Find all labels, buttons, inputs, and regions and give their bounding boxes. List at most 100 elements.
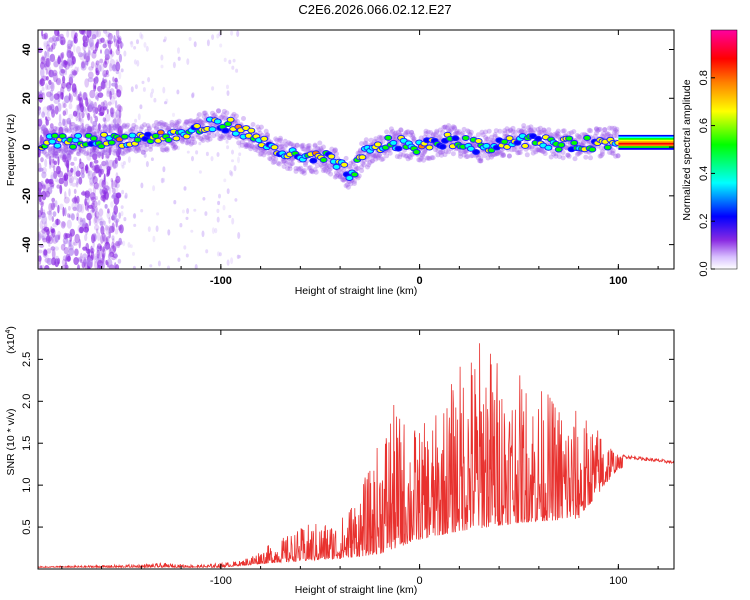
y-tick-label: -40 [21, 237, 33, 253]
noise-speck [102, 70, 108, 78]
ridge-halo [495, 151, 500, 157]
noise-speck [230, 257, 234, 265]
noise-speck [82, 217, 86, 228]
ridge-halo [419, 152, 425, 158]
ridge-halo [541, 148, 547, 154]
ridge-halo [325, 169, 331, 175]
ridge-halo [142, 143, 147, 148]
ridge-halo [529, 129, 535, 135]
ridge-halo [96, 127, 102, 133]
noise-speck [76, 46, 81, 54]
noise-speck [226, 84, 229, 90]
noise-speck [91, 34, 97, 40]
ridge-halo [373, 156, 379, 162]
noise-speck [120, 162, 124, 167]
noise-speck [53, 202, 56, 208]
noise-speck [143, 153, 147, 158]
ridge-halo [78, 148, 84, 154]
ridge-halo [121, 122, 127, 128]
noise-speck [90, 245, 93, 254]
ridge-halo [293, 166, 299, 171]
noise-speck [92, 120, 98, 127]
noise-speck [74, 233, 80, 244]
ridge-core [571, 140, 578, 145]
ridge-halo [579, 132, 585, 138]
ridge-halo [82, 127, 88, 133]
noise-speck [68, 113, 74, 120]
ridge-halo [491, 138, 497, 144]
noise-speck [231, 217, 235, 225]
ridge-core [589, 147, 596, 152]
ridge-core [144, 132, 151, 137]
ridge-halo [446, 123, 452, 129]
ridge-halo [403, 130, 409, 136]
ridge-halo [126, 147, 132, 153]
noise-speck [92, 146, 97, 151]
ridge-halo [536, 147, 542, 153]
ridge-halo [535, 126, 541, 132]
ridge-halo [532, 127, 537, 133]
noise-speck [102, 124, 108, 133]
noise-speck [57, 30, 60, 37]
noise-speck [96, 39, 100, 45]
noise-speck [46, 234, 53, 242]
noise-speck [43, 249, 48, 256]
noise-speck [43, 226, 50, 232]
noise-speck [99, 220, 104, 226]
noise-speck [78, 52, 84, 58]
noise-speck [54, 154, 58, 159]
noise-speck [141, 80, 145, 85]
ridge-halo [442, 124, 448, 130]
ridge-halo [375, 155, 381, 161]
noise-speck [106, 86, 111, 94]
noise-speck [59, 203, 64, 210]
noise-speck [105, 225, 110, 235]
ridge-halo [486, 128, 492, 134]
noise-speck [72, 241, 78, 246]
noise-speck [118, 105, 123, 113]
ridge-halo [324, 165, 330, 171]
ridge-halo [200, 120, 206, 126]
noise-speck [84, 195, 91, 206]
noise-speck [56, 35, 63, 41]
ridge-halo [281, 158, 287, 164]
noise-speck [60, 243, 66, 251]
ridge-halo [319, 164, 325, 170]
ridge-halo [146, 125, 152, 131]
ridge-halo [312, 167, 318, 173]
noise-speck [183, 245, 187, 250]
flat-band-stripe [618, 136, 674, 139]
ridge-halo [268, 156, 274, 162]
noise-speck [76, 195, 80, 204]
ridge-halo [450, 151, 456, 157]
noise-speck [204, 211, 208, 216]
ridge-halo [490, 152, 496, 158]
ridge-halo [309, 168, 314, 174]
noise-speck [107, 225, 113, 234]
ridge-halo [65, 153, 71, 159]
noise-speck [87, 102, 90, 111]
noise-speck [86, 30, 92, 38]
ridge-halo [81, 149, 87, 155]
noise-speck [123, 217, 127, 222]
noise-speck [121, 43, 124, 47]
ridge-halo [75, 126, 81, 131]
ridge-halo [43, 130, 49, 136]
noise-speck [38, 215, 42, 220]
ridge-core [75, 133, 82, 138]
ridge-halo [186, 138, 192, 144]
ridge-core [439, 144, 446, 149]
noise-speck [103, 173, 106, 182]
ridge-halo [400, 152, 406, 158]
ridge-halo [89, 126, 95, 132]
ridge-halo [508, 128, 514, 134]
noise-speck [52, 126, 58, 132]
noise-speck [62, 110, 66, 116]
noise-speck [52, 148, 56, 158]
ridge-halo [167, 123, 173, 129]
noise-speck [46, 187, 49, 197]
ridge-core [390, 140, 397, 145]
ridge-halo [350, 161, 356, 167]
noise-speck [55, 79, 61, 84]
